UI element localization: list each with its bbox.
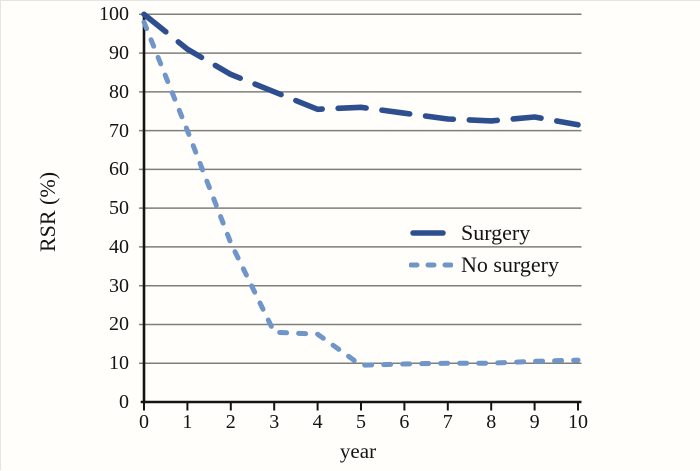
no-surgery-line	[141, 19, 581, 368]
x-tick-label-4: 4	[312, 411, 323, 433]
y-tick-label-90: 90	[109, 42, 129, 65]
gridlines	[139, 13, 582, 364]
y-tick-label-70: 70	[109, 119, 129, 142]
y-tick-label-30: 30	[109, 274, 129, 297]
x-tick-label-1: 1	[182, 411, 193, 433]
y-tick-label-20: 20	[109, 313, 129, 336]
x-tick-label-7: 7	[442, 411, 453, 433]
x-tick-label-10: 10	[568, 411, 588, 433]
no-surgery-line-marker-icon	[409, 262, 453, 268]
y-tick-label-60: 60	[109, 158, 129, 181]
legend-item-surgery: Surgery	[409, 219, 559, 247]
x-tick-label-0: 0	[139, 411, 149, 433]
y-tick-label-40: 40	[109, 235, 129, 258]
series-lines	[141, 11, 581, 368]
legend-label-no-surgery: No surgery	[461, 252, 559, 277]
x-tick-label-5: 5	[356, 411, 366, 433]
x-tick-label-3: 3	[269, 411, 280, 433]
legend-label-surgery: Surgery	[461, 220, 531, 245]
y-axis-title: RSR (%)	[35, 171, 60, 253]
x-tick-label-6: 6	[399, 411, 410, 433]
axes	[140, 12, 582, 411]
x-axis-title: year	[339, 439, 377, 463]
legend: Surgery No surgery	[409, 219, 559, 279]
surgery-line-marker-icon	[410, 230, 446, 236]
x-tick-label-8: 8	[486, 411, 497, 433]
y-tick-label-0: 0	[119, 391, 129, 413]
legend-item-no-surgery: No surgery	[409, 251, 559, 279]
y-tick-label-10: 10	[109, 352, 129, 375]
y-tick-label-80: 80	[109, 80, 129, 103]
x-tick-label-2: 2	[225, 411, 236, 433]
x-tick-label-9: 9	[529, 411, 540, 433]
surgery-line	[141, 11, 581, 128]
y-tick-label-50: 50	[109, 197, 129, 220]
y-tick-label-100: 100	[99, 3, 129, 26]
